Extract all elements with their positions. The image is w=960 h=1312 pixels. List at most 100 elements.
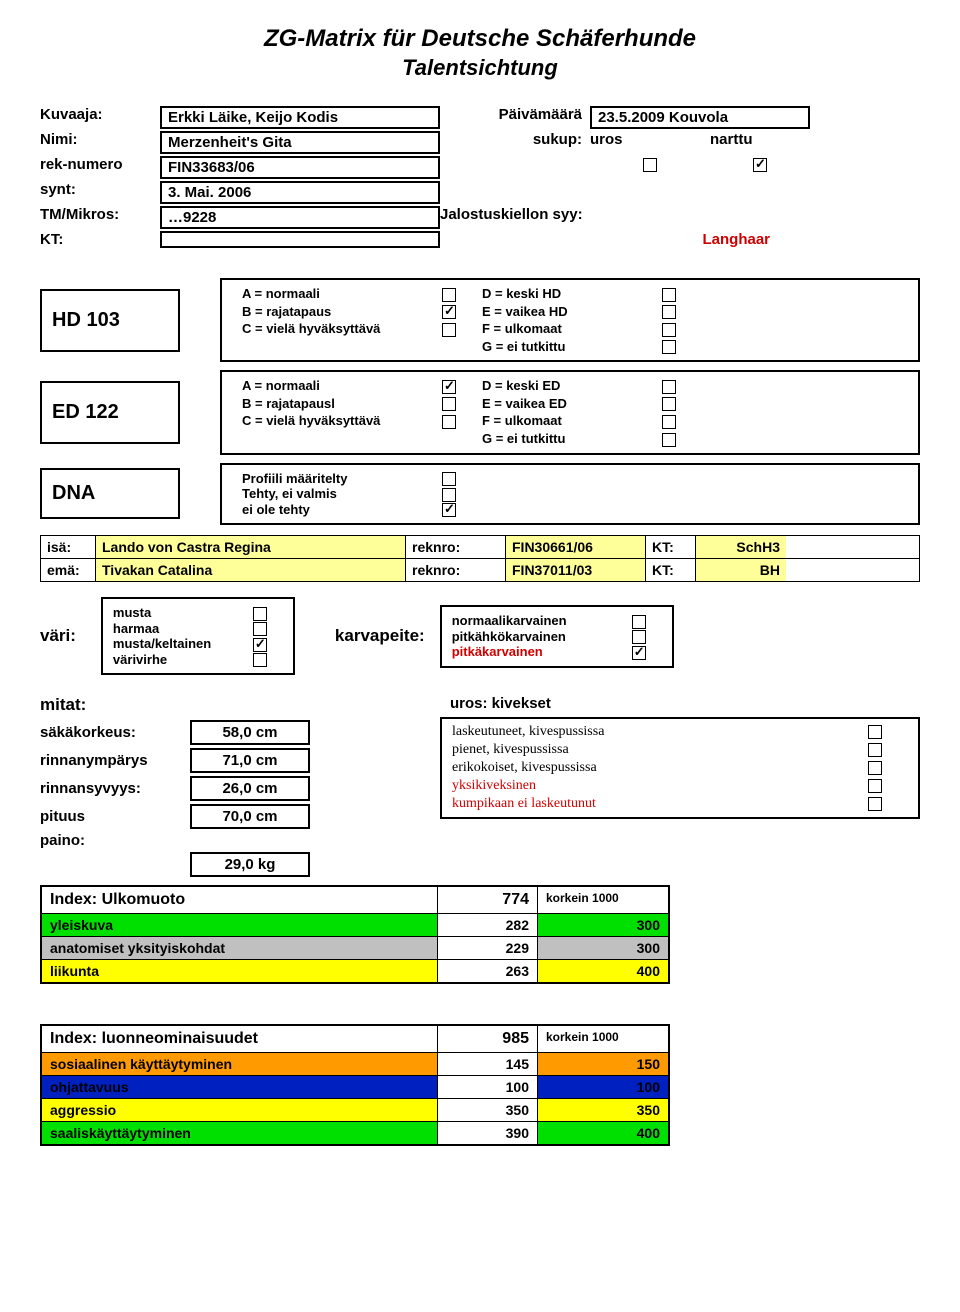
index-row-value: 350 [438, 1099, 538, 1121]
opt-label: harmaa [113, 621, 253, 637]
isa-kt-label: KT: [646, 536, 696, 558]
hd-section: HD 103 A = normaaliD = keski HDB = rajat… [40, 278, 920, 362]
checkbox[interactable] [442, 380, 456, 394]
header-block: Kuvaaja: Erkki Läike, Keijo Kodis Päiväm… [40, 106, 920, 248]
index2-max: korkein 1000 [538, 1026, 668, 1052]
checkbox-narttu[interactable] [753, 158, 767, 172]
checkbox[interactable] [868, 797, 882, 811]
checkbox[interactable] [868, 725, 882, 739]
index-row-max: 350 [538, 1099, 668, 1121]
checkbox[interactable] [662, 380, 676, 394]
ema-kt-label: KT: [646, 559, 696, 581]
checkbox-uros[interactable] [643, 158, 657, 172]
checkbox[interactable] [442, 397, 456, 411]
isa-rek: FIN30661/06 [506, 536, 646, 558]
checkbox[interactable] [632, 615, 646, 629]
label-sukup: sukup: [440, 131, 590, 154]
checkbox[interactable] [868, 779, 882, 793]
checkbox[interactable] [442, 323, 456, 337]
opt-label: F = ulkomaat [482, 413, 662, 429]
checkbox[interactable] [253, 638, 267, 652]
checkbox[interactable] [662, 305, 676, 319]
index-row-value: 100 [438, 1076, 538, 1098]
opt-label: D = keski ED [482, 378, 662, 394]
isa-kt: SchH3 [696, 536, 786, 558]
parents-block: isä: Lando von Castra Regina reknro: FIN… [40, 535, 920, 582]
checkbox[interactable] [868, 761, 882, 775]
checkbox[interactable] [662, 323, 676, 337]
checkbox[interactable] [442, 503, 456, 517]
index-row-label: liikunta [42, 960, 438, 982]
index-row-label: aggressio [42, 1099, 438, 1121]
index1-title: Index: Ulkomuoto [42, 887, 438, 913]
opt-label: F = ulkomaat [482, 321, 662, 337]
index-row-label: ohjattavuus [42, 1076, 438, 1098]
opt-label: ei ole tehty [242, 502, 442, 518]
hd-options: A = normaaliD = keski HDB = rajatapausE … [220, 278, 920, 362]
mitat-value: 26,0 cm [190, 776, 310, 801]
testis-label: erikokoiset, kivespussissa [452, 760, 868, 776]
mitat-label: paino: [40, 832, 190, 849]
value-langhaar: Langhaar [440, 231, 810, 248]
label-kt: KT: [40, 231, 160, 248]
opt-label: pitkäkarvainen [452, 644, 632, 660]
value-reknumero: FIN33683/06 [160, 156, 440, 179]
index-row-max: 150 [538, 1053, 668, 1075]
opt-label [242, 339, 442, 355]
testis-label: laskeutuneet, kivespussissa [452, 724, 868, 740]
checkbox[interactable] [442, 305, 456, 319]
label-nimi: Nimi: [40, 131, 160, 154]
checkbox[interactable] [632, 646, 646, 660]
index-row-value: 390 [438, 1122, 538, 1144]
color-label: väri: [40, 626, 76, 646]
checkbox[interactable] [868, 743, 882, 757]
index1-max: korkein 1000 [538, 887, 668, 913]
opt-label: G = ei tutkittu [482, 431, 662, 447]
index-row-label: yleiskuva [42, 914, 438, 936]
checkbox[interactable] [253, 622, 267, 636]
opt-label: A = normaali [242, 378, 442, 394]
dna-label: DNA [40, 468, 180, 519]
opt-label: musta/keltainen [113, 636, 253, 652]
mitat-value: 58,0 cm [190, 720, 310, 745]
index-row-max: 300 [538, 937, 668, 959]
isa-name: Lando von Castra Regina [96, 536, 406, 558]
testis-box: laskeutuneet, kivespussissapienet, kives… [440, 717, 920, 819]
dna-section: DNA Profiili määriteltyTehty, ei valmise… [40, 463, 920, 526]
value-synt: 3. Mai. 2006 [160, 181, 440, 204]
value-kuvaaja: Erkki Läike, Keijo Kodis [160, 106, 440, 129]
checkbox[interactable] [632, 630, 646, 644]
index-row-value: 229 [438, 937, 538, 959]
checkbox[interactable] [253, 607, 267, 621]
mitat-value: 70,0 cm [190, 804, 310, 829]
ema-kt: BH [696, 559, 786, 581]
opt-label: Profiili määritelty [242, 471, 442, 487]
checkbox[interactable] [442, 472, 456, 486]
label-jalostus: Jalostuskiellon syy: [440, 206, 810, 229]
opt-label: E = vaikea HD [482, 304, 662, 320]
index-ulkomuoto: Index: Ulkomuoto 774 korkein 1000 yleisk… [40, 885, 670, 984]
testis-title: uros: kivekset [390, 695, 920, 712]
value-uros: uros [590, 131, 710, 154]
index-row-value: 263 [438, 960, 538, 982]
checkbox[interactable] [442, 415, 456, 429]
checkbox[interactable] [662, 288, 676, 302]
index-luonne: Index: luonneominaisuudet 985 korkein 10… [40, 1024, 670, 1146]
checkbox[interactable] [662, 415, 676, 429]
page-subtitle: Talentsichtung [40, 55, 920, 81]
checkbox[interactable] [442, 288, 456, 302]
checkbox[interactable] [662, 340, 676, 354]
coat-options: normaalikarvainenpitkähkökarvainenpitkäk… [440, 605, 674, 668]
mitat-label: pituus [40, 808, 190, 825]
value-tm: …9228 [160, 206, 440, 229]
checkbox[interactable] [253, 653, 267, 667]
value-narttu: narttu [710, 131, 810, 154]
opt-label: E = vaikea ED [482, 396, 662, 412]
checkbox[interactable] [442, 488, 456, 502]
ed-options: A = normaaliD = keski EDB = rajatapauslE… [220, 370, 920, 454]
index-row-label: sosiaalinen käyttäytyminen [42, 1053, 438, 1075]
checkbox[interactable] [662, 397, 676, 411]
value-paivamaara: 23.5.2009 Kouvola [590, 106, 810, 129]
checkbox[interactable] [662, 433, 676, 447]
opt-label: C = vielä hyväksyttävä [242, 413, 442, 429]
